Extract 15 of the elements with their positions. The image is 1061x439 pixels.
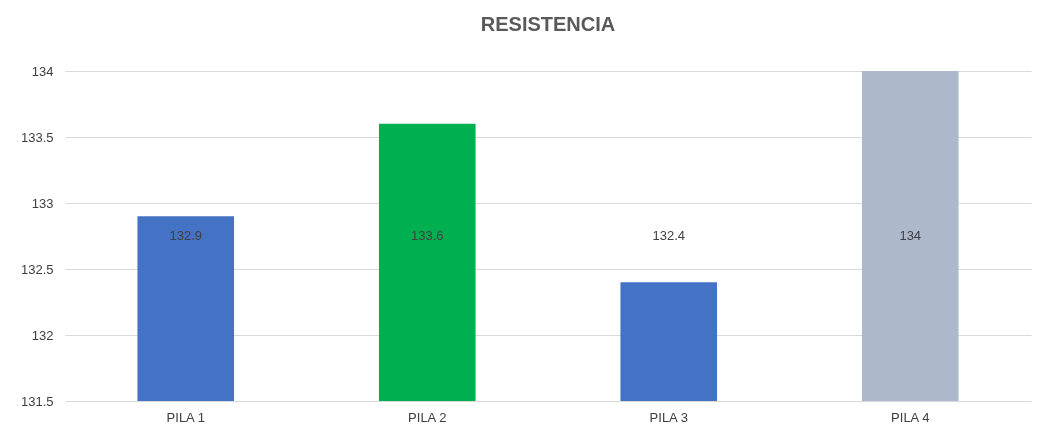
y-tick-label: 133.5 bbox=[20, 129, 54, 145]
y-tick-label: 133 bbox=[31, 195, 54, 211]
data-label: 133.6 bbox=[410, 228, 444, 243]
y-tick-label: 134 bbox=[31, 63, 54, 79]
y-tick-label: 132.5 bbox=[20, 261, 54, 277]
x-tick-label: PILA 4 bbox=[891, 409, 930, 425]
x-tick-label: PILA 3 bbox=[649, 409, 688, 425]
x-tick-label: PILA 2 bbox=[408, 409, 447, 425]
y-tick-label: 132 bbox=[31, 327, 54, 343]
y-tick-label: 131.5 bbox=[20, 393, 54, 409]
data-label: 132.4 bbox=[652, 228, 686, 243]
data-label: 134 bbox=[899, 228, 922, 243]
chart-title: RESISTENCIA bbox=[480, 13, 616, 35]
data-label: 132.9 bbox=[169, 228, 203, 243]
x-tick-label: PILA 1 bbox=[166, 409, 205, 425]
